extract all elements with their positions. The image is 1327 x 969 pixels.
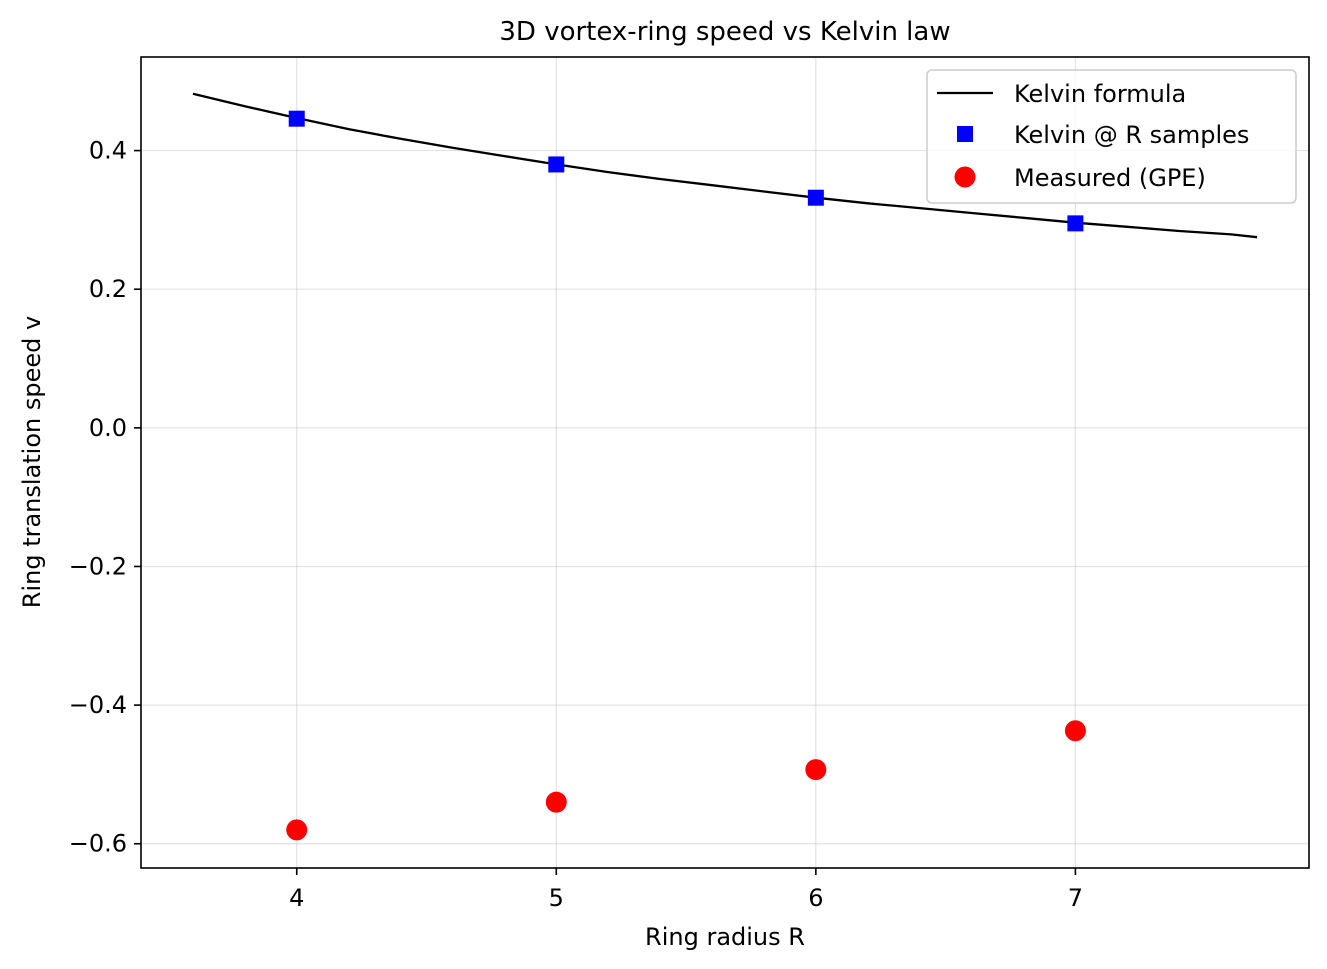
kelvin-sample-point [548,156,565,173]
x-tick-label: 4 [289,884,304,912]
measured-gpe-point [1064,720,1086,742]
y-axis-label: Ring translation speed v [18,316,46,608]
measured-gpe-point [286,819,308,841]
y-tick-label: 0.4 [89,137,127,165]
chart-title: 3D vortex-ring speed vs Kelvin law [499,17,950,47]
plot-area [192,92,1258,841]
plot-frame [140,56,1310,869]
legend: Kelvin formula Kelvin @ R samples Measur… [926,69,1297,204]
x-tick-label: 5 [549,884,564,912]
x-axis: 4 5 6 7 [289,868,1083,912]
legend-circle-marker [954,166,976,188]
measured-gpe-point [805,759,827,781]
legend-label-measured: Measured (GPE) [1014,164,1206,192]
x-tick-label: 6 [808,884,823,912]
legend-box [926,69,1297,204]
y-tick-label: 0.2 [89,275,127,303]
measured-gpe-point [545,791,567,813]
y-tick-label: −0.4 [69,691,127,719]
legend-square-marker [957,126,973,142]
y-tick-label: −0.6 [69,830,127,858]
x-tick-label: 7 [1068,884,1083,912]
y-tick-label: −0.2 [69,552,127,580]
legend-label-kelvin-samples: Kelvin @ R samples [1014,121,1249,149]
legend-label-kelvin-formula: Kelvin formula [1014,80,1186,108]
kelvin-sample-point [1067,215,1084,232]
kelvin-sample-point [288,110,305,127]
kelvin-sample-point [807,189,824,206]
kelvin-formula-line [192,92,1258,239]
y-axis: −0.6 −0.4 −0.2 0.0 0.2 0.4 [69,137,141,858]
y-tick-label: 0.0 [89,414,127,442]
x-axis-label: Ring radius R [645,923,805,951]
